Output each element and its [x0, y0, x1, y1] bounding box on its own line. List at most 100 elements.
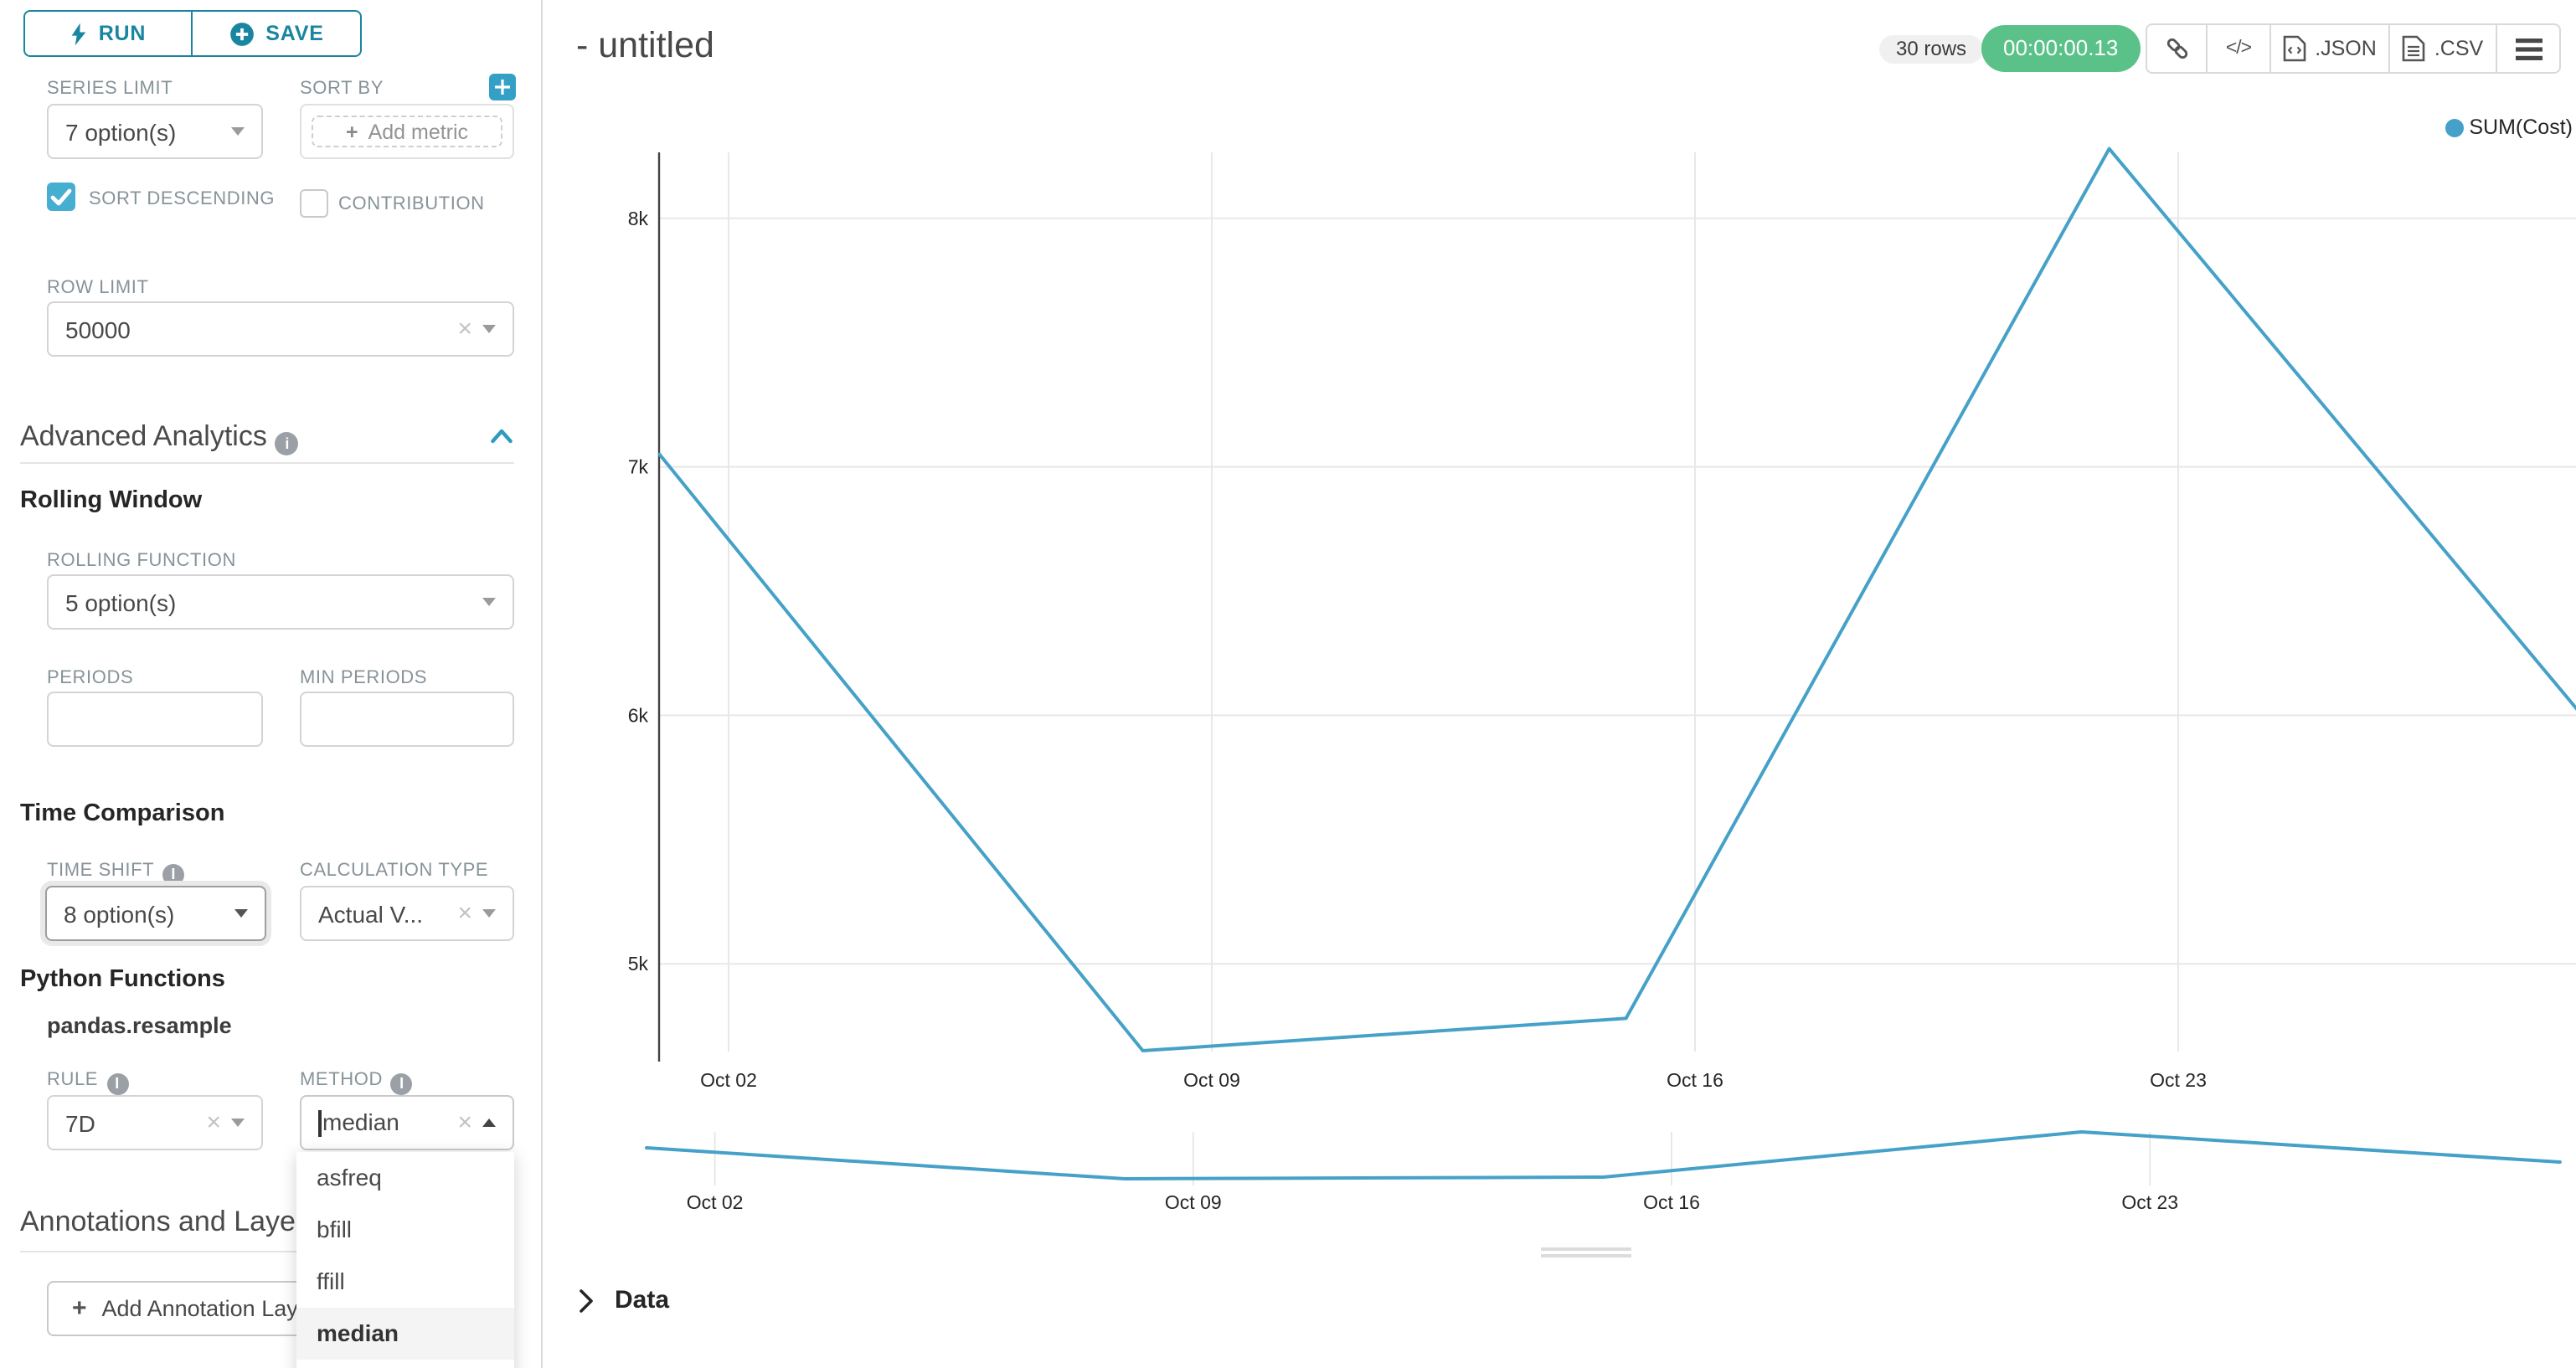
mini-preview-line[interactable]: [645, 1130, 2562, 1180]
advanced-analytics-title: Advanced Analytics: [20, 420, 267, 452]
chevron-up-icon: [482, 1119, 496, 1127]
method-option-asfreq[interactable]: asfreq: [317, 1164, 382, 1191]
method-label: METHOD i: [300, 1070, 413, 1095]
chart-title[interactable]: - untitled: [576, 25, 714, 65]
sort-descending-control: SORT DESCENDING: [47, 183, 285, 214]
sort-by-field[interactable]: + Add metric: [300, 104, 514, 159]
rule-value: 7D: [65, 1109, 95, 1136]
method-option-median[interactable]: median: [296, 1308, 514, 1360]
export-csv-button[interactable]: .CSV: [2390, 25, 2497, 72]
pandas-resample-title: pandas.resample: [47, 1013, 232, 1038]
clear-icon[interactable]: ×: [457, 1108, 472, 1137]
mini-x-axis-tick-label: Oct 09: [1165, 1191, 1222, 1213]
chart-pane: - untitled 30 rows 00:00:00.13 </> .JSON…: [543, 0, 2576, 1368]
method-option-bfill[interactable]: bfill: [317, 1216, 353, 1242]
annotations-header[interactable]: Annotations and Layers: [20, 1206, 320, 1237]
rolling-function-value: 5 option(s): [65, 589, 177, 615]
min-periods-label: MIN PERIODS: [300, 668, 428, 688]
clear-icon[interactable]: ×: [457, 899, 472, 928]
data-panel-toggle[interactable]: Data: [580, 1286, 669, 1314]
file-code-icon: [2283, 35, 2306, 62]
contribution-checkbox[interactable]: [300, 189, 328, 218]
legend-dot-icon: [2445, 118, 2465, 136]
row-limit-value: 50000: [65, 316, 131, 342]
link-icon: [2166, 38, 2187, 59]
line-chart-canvas[interactable]: 8k 7k 6k 5k Oct 02 Oct 09 Oct 16 Oct 23 Oct 02 Oc…: [543, 0, 2576, 1368]
series-line-sum-cost[interactable]: [657, 147, 2576, 1052]
info-icon[interactable]: i: [106, 1073, 129, 1095]
time-shift-label: TIME SHIFT i: [47, 861, 185, 886]
section-divider: [20, 462, 514, 464]
run-label: RUN: [98, 22, 147, 45]
method-value: median: [318, 1108, 447, 1138]
row-limit-label: ROW LIMIT: [47, 278, 149, 298]
row-limit-select[interactable]: 50000 ×: [47, 301, 514, 357]
rule-select[interactable]: 7D ×: [47, 1095, 263, 1150]
chevron-right-icon: [580, 1288, 593, 1312]
method-option-ffill[interactable]: ffill: [317, 1268, 345, 1294]
series-limit-select[interactable]: 7 option(s): [47, 104, 263, 159]
rule-label: RULE i: [47, 1070, 129, 1095]
calculation-type-label: CALCULATION TYPE: [300, 861, 489, 881]
contribution-label: CONTRIBUTION: [338, 194, 485, 214]
chart-menu-button[interactable]: [2497, 25, 2559, 72]
time-shift-value: 8 option(s): [64, 900, 175, 927]
info-icon[interactable]: i: [162, 864, 185, 886]
export-toolbar: </> .JSON .CSV: [2146, 23, 2561, 74]
add-metric-button[interactable]: + Add metric: [312, 116, 502, 147]
plus-icon: [495, 80, 510, 95]
x-axis-tick-label: Oct 23: [2150, 1069, 2207, 1091]
row-count-badge: 30 rows: [1879, 35, 1984, 64]
clear-icon[interactable]: ×: [206, 1108, 221, 1137]
time-comparison-title: Time Comparison: [20, 800, 225, 827]
periods-input[interactable]: [47, 692, 263, 747]
sort-descending-checkbox[interactable]: [47, 183, 75, 211]
mini-x-axis-tick-label: Oct 16: [1643, 1191, 1700, 1213]
info-icon[interactable]: i: [275, 432, 299, 455]
sort-by-label: SORT BY: [300, 79, 384, 99]
min-periods-input[interactable]: [300, 692, 514, 747]
rolling-window-title: Rolling Window: [20, 487, 203, 514]
legend-item-sum-cost[interactable]: SUM(Cost): [2445, 116, 2573, 139]
chevron-up-icon[interactable]: [491, 429, 513, 444]
save-label: SAVE: [265, 22, 324, 45]
run-button[interactable]: RUN: [23, 10, 191, 57]
panel-resize-handle[interactable]: [1541, 1247, 1631, 1251]
section-divider: [20, 1251, 514, 1252]
info-icon[interactable]: i: [390, 1073, 413, 1095]
control-panel: RUN SAVE SERIES LIMIT SORT BY 7 option(s…: [0, 0, 543, 1368]
embed-code-button[interactable]: </>: [2208, 25, 2271, 72]
chevron-down-icon: [482, 598, 496, 606]
rolling-function-select[interactable]: 5 option(s): [47, 574, 514, 630]
share-link-button[interactable]: [2147, 25, 2208, 72]
time-shift-select[interactable]: 8 option(s): [45, 886, 266, 941]
check-icon: [50, 188, 72, 206]
chevron-down-icon: [482, 909, 496, 918]
method-select[interactable]: median ×: [300, 1095, 514, 1150]
panel-resize-handle[interactable]: [1541, 1254, 1631, 1257]
chevron-down-icon: [234, 909, 248, 918]
add-sort-metric-button[interactable]: [489, 74, 516, 100]
x-axis-tick-label: Oct 16: [1667, 1069, 1723, 1091]
chevron-down-icon: [482, 325, 496, 333]
mini-x-axis-tick-label: Oct 02: [687, 1191, 744, 1213]
file-text-icon: [2403, 35, 2426, 62]
y-axis-tick-label: 5k: [628, 953, 649, 975]
save-button[interactable]: SAVE: [191, 10, 362, 57]
legend-label: SUM(Cost): [2469, 116, 2573, 139]
query-actions: RUN SAVE: [23, 10, 362, 57]
export-csv-label: .CSV: [2434, 37, 2484, 60]
advanced-analytics-header[interactable]: Advanced Analytics i: [20, 420, 299, 455]
calculation-type-select[interactable]: Actual V... ×: [300, 886, 514, 941]
plus-icon: +: [72, 1294, 87, 1323]
clear-icon[interactable]: ×: [457, 315, 472, 343]
add-metric-label: Add metric: [368, 120, 469, 143]
plus-icon: +: [345, 120, 358, 143]
lightning-icon: [71, 22, 86, 45]
add-annotation-label: Add Annotation Layer: [101, 1296, 318, 1321]
mini-x-axis-tick-label: Oct 23: [2121, 1191, 2178, 1213]
y-axis-tick-label: 6k: [628, 704, 649, 726]
code-icon: </>: [2225, 39, 2252, 59]
data-panel-title: Data: [615, 1286, 670, 1314]
export-json-button[interactable]: .JSON: [2271, 25, 2390, 72]
